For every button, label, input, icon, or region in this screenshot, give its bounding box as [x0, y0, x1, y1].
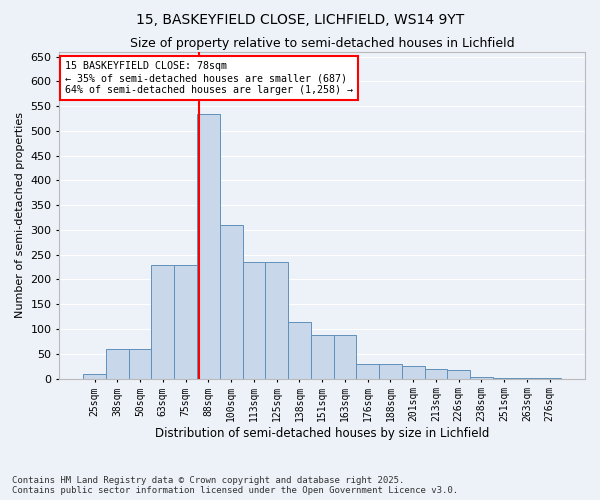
X-axis label: Distribution of semi-detached houses by size in Lichfield: Distribution of semi-detached houses by …	[155, 427, 490, 440]
Bar	[379, 364, 402, 378]
Bar	[288, 322, 311, 378]
Bar	[356, 364, 379, 378]
Bar	[242, 262, 265, 378]
Text: 15 BASKEYFIELD CLOSE: 78sqm
← 35% of semi-detached houses are smaller (687)
64% : 15 BASKEYFIELD CLOSE: 78sqm ← 35% of sem…	[65, 62, 353, 94]
Bar	[425, 368, 448, 378]
Bar	[83, 374, 106, 378]
Bar	[151, 264, 174, 378]
Title: Size of property relative to semi-detached houses in Lichfield: Size of property relative to semi-detach…	[130, 38, 514, 51]
Bar	[174, 264, 197, 378]
Bar	[448, 370, 470, 378]
Bar	[220, 225, 242, 378]
Bar	[470, 376, 493, 378]
Bar	[311, 335, 334, 378]
Text: Contains HM Land Registry data © Crown copyright and database right 2025.
Contai: Contains HM Land Registry data © Crown c…	[12, 476, 458, 495]
Bar	[402, 366, 425, 378]
Bar	[129, 349, 151, 378]
Bar	[197, 114, 220, 378]
Bar	[334, 335, 356, 378]
Bar	[106, 349, 129, 378]
Y-axis label: Number of semi-detached properties: Number of semi-detached properties	[15, 112, 25, 318]
Text: 15, BASKEYFIELD CLOSE, LICHFIELD, WS14 9YT: 15, BASKEYFIELD CLOSE, LICHFIELD, WS14 9…	[136, 12, 464, 26]
Bar	[265, 262, 288, 378]
